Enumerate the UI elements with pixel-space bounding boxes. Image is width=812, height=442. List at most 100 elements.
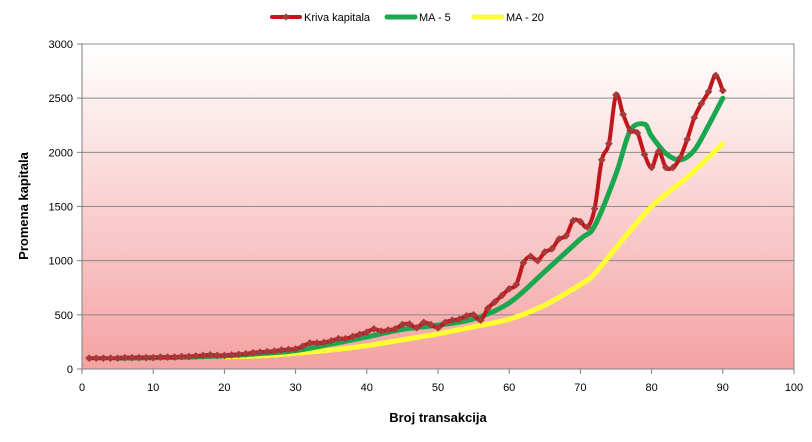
data-point [661,163,670,172]
data-point [690,113,699,122]
data-point [135,353,143,362]
data-point [412,323,421,332]
data-point [547,244,556,253]
data-point [640,150,649,159]
data-point [85,354,94,363]
data-point [469,310,478,319]
data-point [227,350,236,359]
data-point [434,323,442,332]
data-point [142,353,151,362]
data-point [277,346,286,354]
y-axis-title: Promena kapitala [16,151,31,259]
data-point [234,350,243,359]
data-point [177,352,186,361]
data-point [526,252,535,261]
x-axis-title: Broj transakcija [389,410,487,425]
data-point [654,147,663,156]
series-lines [85,71,727,363]
y-tick-labels: 0 500 1000 1500 2000 2500 3000 [49,39,82,376]
data-point [348,332,357,341]
data-point [633,128,642,137]
data-point [156,353,165,362]
data-point [419,318,428,327]
legend-marker [282,13,290,21]
data-point [697,99,706,108]
data-point [391,324,400,333]
data-point [604,139,613,148]
data-point [106,354,115,363]
data-point [298,342,307,351]
x-tick-label: 50 [432,382,444,394]
data-point [669,163,677,172]
data-point [377,327,385,336]
data-point [512,280,521,289]
data-point [612,90,620,99]
gridlines [82,97,794,316]
data-point [647,163,656,172]
data-point [498,291,507,300]
x-tick-label: 60 [503,382,515,394]
y-tick-label: 0 [67,364,73,376]
data-point [248,348,257,357]
x-tick-label: 10 [147,382,159,394]
data-point [398,320,407,329]
x-tick-label: 100 [785,382,803,394]
data-point [362,328,371,337]
data-point [619,110,628,119]
data-point [426,320,435,329]
data-point [334,334,343,343]
data-point [213,351,222,360]
data-point [590,204,599,213]
y-tick-label: 1000 [49,256,73,268]
x-tick-label: 90 [717,382,729,394]
data-point [92,354,101,363]
y-tick-label: 500 [55,310,73,322]
data-point [597,155,606,164]
data-point [555,235,563,243]
data-point [270,347,279,356]
data-point [533,256,542,265]
data-point [256,348,264,357]
data-point [327,336,336,345]
data-point [163,353,172,362]
data-point [127,353,136,362]
data-point [491,297,499,306]
data-point [448,316,457,325]
data-point [718,86,727,95]
data-point [405,320,414,328]
data-point [184,352,193,361]
data-point [284,345,293,354]
data-point [320,338,329,347]
data-point [540,248,549,256]
data-point [291,345,300,353]
data-point [462,311,471,320]
data-point [355,330,364,339]
data-point [704,87,713,96]
legend-label: MA - 5 [419,12,451,24]
x-tick-labels: 0 10 20 30 40 50 60 70 80 90 100 [79,369,803,394]
data-point [476,316,485,325]
data-point [576,217,585,226]
data-point [206,350,215,359]
data-point [149,353,158,362]
data-point [199,351,207,360]
y-tick-label: 1500 [49,202,73,214]
data-point [505,284,514,293]
data-point [341,334,350,343]
data-point [519,258,528,267]
series-line-ma-20 [221,141,726,360]
data-point [441,318,450,327]
data-point [455,315,464,324]
data-point [113,354,122,363]
legend: Kriva kapitala MA - 5 MA - 20 [270,12,544,24]
y-tick-label: 2000 [49,147,73,159]
data-point [191,352,200,360]
legend-label: MA - 20 [506,12,544,24]
data-point [583,223,592,232]
data-point [313,339,321,347]
data-point [220,351,229,360]
data-point [170,353,179,362]
x-tick-label: 0 [79,382,85,394]
data-point [676,153,685,162]
